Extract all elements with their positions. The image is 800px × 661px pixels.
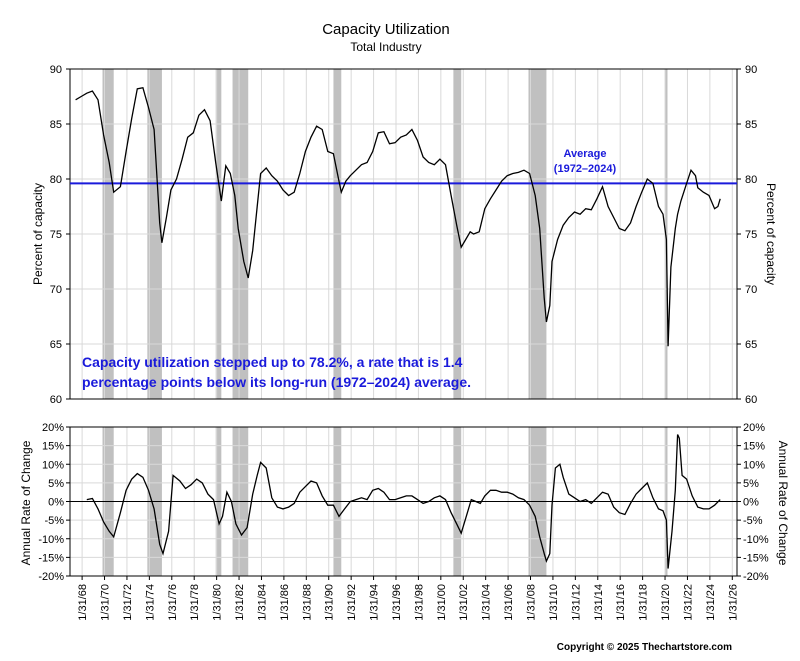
y-tick-label-left: 60 [50,394,62,406]
y-tick-label-left: 20% [42,422,64,434]
y-tick-label-left: 65 [50,339,62,351]
capacity-y-axis-label-right: Percent of capacity [764,183,778,285]
x-tick-label: 1/31/00 [436,584,448,621]
x-tick-label: 1/31/02 [458,584,470,621]
x-tick-label: 1/31/84 [256,584,268,621]
y-tick-label-right: -15% [743,552,769,564]
capacity-y-axis-label-left: Percent of capacity [31,183,45,285]
y-tick-label-right: 20% [743,422,765,434]
y-tick-label-right: 75 [745,229,757,241]
x-tick-label: 1/31/80 [212,584,224,621]
average-label-line1: Average [563,148,606,160]
annotation-line1: Capacity utilization stepped up to 78.2%… [82,354,463,370]
change-y-ticks: -20% -20% -15% -15% -10% -10% -5% -5% 0% 0% 5% 5% 10… [38,422,769,583]
y-tick-label-left: 5% [48,478,64,490]
y-tick-label-right: -5% [743,515,763,527]
y-tick-label-left: 75 [50,229,62,241]
change-panel: -20% -20% -15% -15% -10% -10% -5% -5% 0% 0% 5% 5% 10… [19,422,790,621]
y-tick-label-right: 15% [743,441,765,453]
y-tick-label-right: 90 [745,64,757,76]
x-tick-label: 1/31/70 [100,584,112,621]
x-axis-ticks: 1/31/68 1/31/70 1/31/72 1/31/74 1/31/76 1/31/… [77,576,739,621]
copyright-text: Copyright © 2025 Thechartstore.com [557,642,732,653]
x-tick-label: 1/31/20 [660,584,672,621]
y-tick-label-right: 85 [745,119,757,131]
chart-title: Capacity Utilization [322,21,450,38]
x-tick-label: 1/31/24 [705,584,717,621]
x-tick-label: 1/31/88 [301,584,313,621]
x-tick-label: 1/31/82 [234,584,246,621]
y-tick-label-left: -15% [38,552,64,564]
annotation-line2: percentage points below its long-run (19… [82,374,471,390]
capacity-series-line [75,86,721,347]
x-tick-label: 1/31/06 [503,584,515,621]
x-tick-label: 1/31/90 [324,584,336,621]
y-tick-label-right: -20% [743,571,769,583]
x-tick-label: 1/31/74 [144,584,156,621]
x-tick-label: 1/31/98 [413,584,425,621]
y-tick-label-left: 15% [42,441,64,453]
x-tick-label: 1/31/96 [391,584,403,621]
change-y-axis-label-right: Annual Rate of Change [776,441,790,566]
x-tick-label: 1/31/86 [279,584,291,621]
x-tick-label: 1/31/16 [615,584,627,621]
y-tick-label-left: -10% [38,534,64,546]
x-tick-label: 1/31/14 [593,584,605,621]
capacity-plot-frame [69,68,738,400]
y-tick-label-left: -20% [38,571,64,583]
x-tick-label: 1/31/10 [548,584,560,621]
x-tick-label: 1/31/68 [77,584,89,621]
x-tick-label: 1/31/26 [727,584,739,621]
y-tick-label-left: -5% [44,515,64,527]
y-tick-label-left: 90 [50,64,62,76]
y-tick-label-right: 10% [743,459,765,471]
x-tick-label: 1/31/22 [682,584,694,621]
capacity-y-ticks: 60 60 65 65 70 70 75 75 80 80 85 85 90 90 [50,64,758,406]
y-tick-label-left: 10% [42,459,64,471]
y-tick-label-right: 65 [745,339,757,351]
x-tick-label: 1/31/76 [167,584,179,621]
x-tick-label: 1/31/78 [189,584,201,621]
y-tick-label-right: 5% [743,478,759,490]
change-series-line [86,434,721,569]
y-tick-label-left: 70 [50,284,62,296]
y-tick-label-left: 85 [50,119,62,131]
average-label-line2: (1972–2024) [554,163,617,175]
chart-subtitle: Total Industry [350,40,421,54]
y-tick-label-left: 0% [48,497,64,509]
x-tick-label: 1/31/92 [346,584,358,621]
x-tick-label: 1/31/94 [369,584,381,621]
capacity-panel: 60 60 65 65 70 70 75 75 80 80 85 85 90 90 Average (19… [31,64,778,406]
x-tick-label: 1/31/12 [570,584,582,621]
change-y-axis-label-left: Annual Rate of Change [19,440,33,565]
y-tick-label-right: -10% [743,534,769,546]
y-tick-label-right: 80 [745,174,757,186]
y-tick-label-right: 60 [745,394,757,406]
x-tick-label: 1/31/08 [526,584,538,621]
x-tick-label: 1/31/72 [122,584,134,621]
capacity-grid [70,68,737,400]
y-tick-label-right: 70 [745,284,757,296]
x-tick-label: 1/31/18 [638,584,650,621]
y-tick-label-left: 80 [50,174,62,186]
x-tick-label: 1/31/04 [481,584,493,621]
y-tick-label-right: 0% [743,497,759,509]
